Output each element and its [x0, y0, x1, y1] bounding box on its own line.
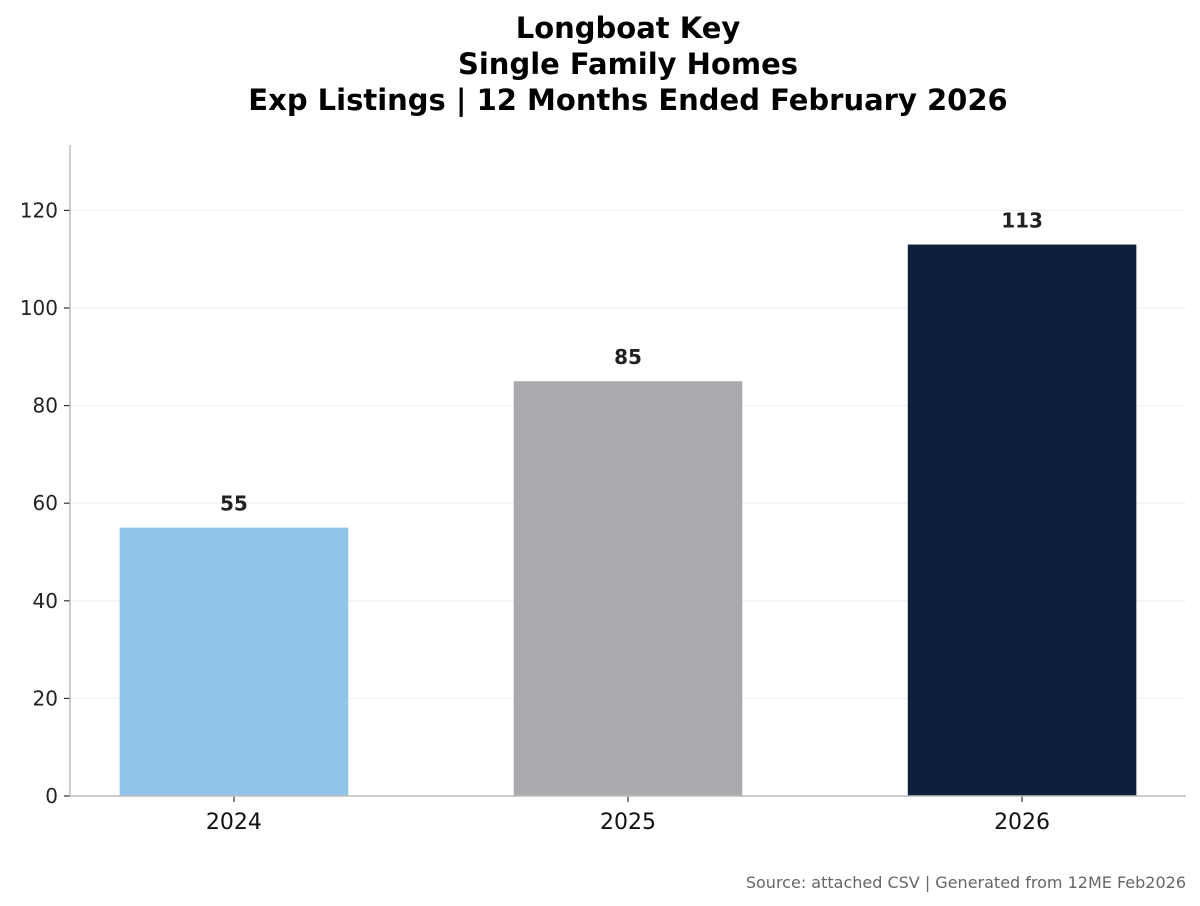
y-tick-label: 120	[20, 198, 58, 222]
y-tick-label: 60	[33, 491, 58, 515]
chart-title-line-2: Single Family Homes	[458, 47, 798, 81]
chart-title-line-3: Exp Listings | 12 Months Ended February …	[248, 83, 1007, 117]
x-tick-label: 2026	[994, 810, 1050, 835]
bar-2024	[119, 527, 349, 796]
source-footer: Source: attached CSV | Generated from 12…	[746, 873, 1186, 892]
y-tick-label: 40	[33, 589, 58, 613]
y-tick-label: 100	[20, 296, 58, 320]
data-label: 55	[220, 492, 248, 516]
axes: 0 20 40 60 80 100 120 2024 2025 2026	[20, 145, 1186, 835]
bar-2025	[513, 381, 743, 796]
data-label: 85	[614, 345, 642, 369]
bar-2026	[907, 244, 1137, 796]
y-tick-label: 80	[33, 394, 58, 418]
y-tick-label: 20	[33, 686, 58, 710]
x-tick-label: 2024	[206, 810, 262, 835]
y-tick-label: 0	[45, 784, 58, 808]
data-label: 113	[1001, 209, 1043, 233]
chart-title-line-1: Longboat Key	[516, 11, 741, 45]
x-tick-label: 2025	[600, 810, 656, 835]
bars: 55 85 113	[119, 209, 1137, 796]
